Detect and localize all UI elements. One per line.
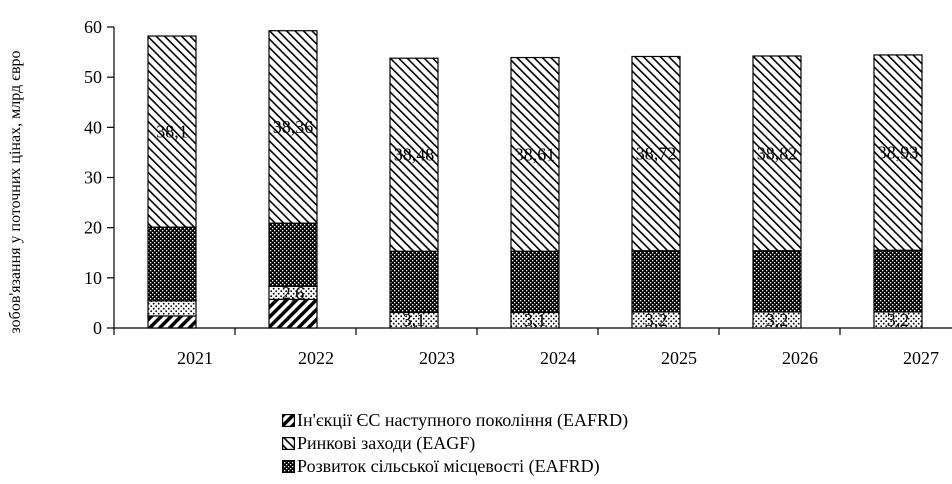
- bar-segment: [147, 35, 197, 228]
- data-label: 38,93: [878, 143, 919, 163]
- legend: Ін'єкції ЄС наступного покоління (EAFRD)…: [282, 409, 628, 478]
- x-tick-label: 2027: [903, 348, 939, 368]
- legend-label: Ін'єкції ЄС наступного покоління (EAFRD): [297, 410, 629, 430]
- bar-segment: [510, 250, 560, 314]
- data-label: 3,1: [524, 310, 547, 330]
- stacked-bar-chart: зобов'язання у поточних цінах, млрд євро…: [7, 17, 952, 368]
- data-label: 3,2: [887, 310, 910, 330]
- bar-segment: [268, 30, 318, 224]
- bar-segment: [873, 249, 923, 313]
- bar-segment: [147, 300, 197, 317]
- data-labels-layer: 38,1 2,6 38,36 3,1 38,48 3,1 38,61 3,2 38,72 3,2 3…: [156, 117, 918, 330]
- data-label: 38,82: [757, 143, 798, 163]
- bar-segment: [268, 298, 318, 329]
- legend-label: Ринкові заходи (EAGF): [297, 433, 476, 453]
- bar-segment: [873, 54, 923, 251]
- bar-segment: [268, 222, 318, 287]
- x-tick-label: 2023: [419, 348, 455, 368]
- y-tick-label: 20: [84, 218, 102, 238]
- legend-item: Розвиток сільської місцевості (EAFRD): [282, 455, 628, 478]
- data-label: 3,1: [403, 310, 426, 330]
- y-axis-label-group: зобов'язання у поточних цінах, млрд євро: [7, 50, 24, 333]
- data-label: 38,36: [273, 117, 314, 137]
- bar-segment: [147, 226, 197, 302]
- y-tick-label: 0: [93, 318, 102, 338]
- bar-segment: [631, 250, 681, 313]
- data-label: 38,61: [515, 144, 556, 164]
- y-axis-label: зобов'язання у поточних цінах, млрд євро: [7, 50, 24, 333]
- y-tick-label: 10: [84, 268, 102, 288]
- bar-segment: [631, 55, 681, 252]
- bars-layer: [147, 30, 923, 329]
- x-tick-label: 2024: [540, 348, 576, 368]
- legend-swatch: [282, 460, 295, 473]
- data-label: 38,48: [394, 145, 435, 165]
- bar-segment: [389, 250, 439, 314]
- x-tick-label: 2026: [782, 348, 818, 368]
- bar-segment: [752, 55, 802, 252]
- data-label: 38,72: [636, 144, 677, 164]
- legend-label: Розвиток сільської місцевості (EAFRD): [297, 456, 600, 476]
- legend-item: Ін'єкції ЄС наступного покоління (EAFRD): [282, 409, 628, 432]
- x-tick-label: 2021: [177, 348, 213, 368]
- legend-swatch: [282, 437, 295, 450]
- bar-segment: [389, 57, 439, 252]
- y-tick-label: 40: [84, 117, 102, 137]
- bar-segment: [147, 315, 197, 329]
- data-label: 3,2: [645, 310, 668, 330]
- x-tick-label: 2022: [298, 348, 334, 368]
- legend-item: Ринкові заходи (EAGF): [282, 432, 628, 455]
- x-tick-label: 2025: [661, 348, 697, 368]
- data-label: 38,1: [156, 122, 188, 142]
- y-tick-label: 50: [84, 67, 102, 87]
- axes: 0 10 20 30 40 50 60 2021 2022 2023 2024 2025 2026 202…: [84, 17, 952, 368]
- bar-segment: [510, 56, 560, 252]
- legend-swatch: [282, 414, 295, 427]
- data-label: 2,6: [282, 283, 305, 303]
- y-tick-label: 30: [84, 168, 102, 188]
- y-tick-label: 60: [84, 17, 102, 37]
- data-label: 3,2: [766, 310, 789, 330]
- bar-segment: [752, 250, 802, 313]
